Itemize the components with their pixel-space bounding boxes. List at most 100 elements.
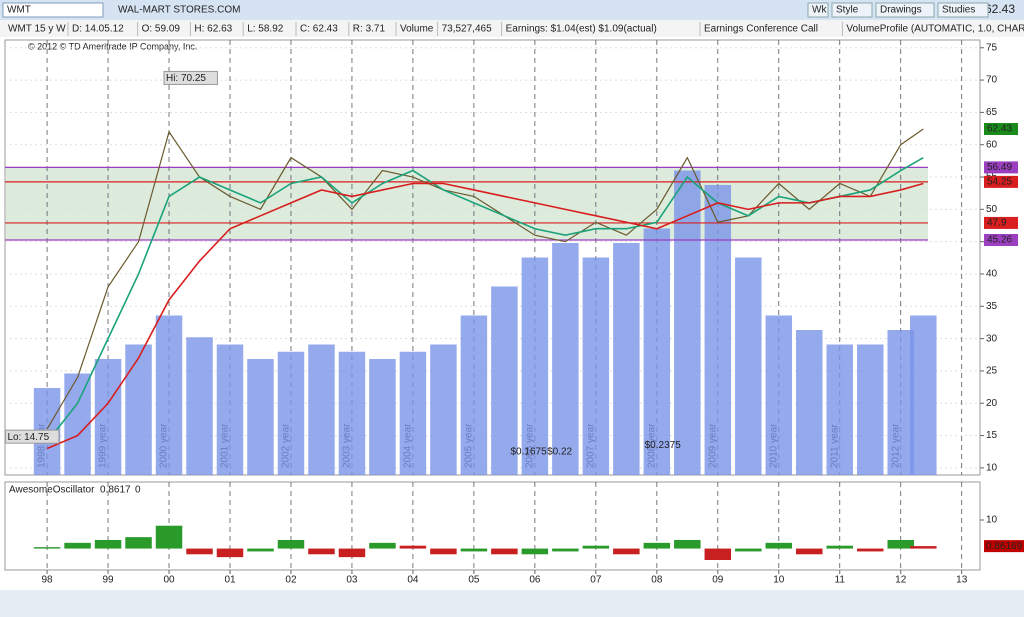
x-tick-label: 01 [224,575,236,586]
y-tick-label: 30 [986,333,998,344]
value-area [6,167,928,240]
annotation: $0.22 [547,446,572,457]
last-label: 62.43 [987,124,1012,135]
info-item: Earnings Conference Call [704,24,818,35]
osc-bar [582,545,610,549]
volume-bar [613,243,640,475]
x-tick-label: 11 [835,575,846,586]
x-tick-label: 08 [651,575,663,586]
info-item: Volume [400,24,434,35]
toolbar-button-label: Studies [942,5,975,16]
x-tick-label: 12 [895,575,907,586]
osc-bar [277,540,305,549]
info-item: VolumeProfile (AUTOMATIC, 1.0, CHART, 1,… [846,24,1024,35]
toolbar-button[interactable] [831,2,873,18]
info-item: L: 58.92 [247,24,284,35]
osc-bar [155,525,183,549]
osc-bar [186,548,213,555]
volume-bar [704,185,732,475]
osc-bar [247,548,274,552]
osc-bar [216,548,244,558]
osc-bar [430,548,457,555]
y-tick-label: 60 [986,139,998,150]
osc-bar [857,548,884,552]
volume-bar [338,351,366,475]
annotation: $0.1675 [510,446,547,457]
annotation: $0.2375 [645,440,682,451]
y-tick-label: 10 [986,515,998,526]
y-tick-label: 65 [986,107,998,118]
volume-bar [247,359,274,475]
y-tick-label: 75 [986,42,998,53]
volume-bar [94,359,122,475]
x-tick-label: 07 [590,575,602,586]
annotation: Hi: 70.25 [166,73,206,84]
symbol-box[interactable] [2,2,104,18]
volume-bar [216,344,244,475]
x-tick-label: 03 [346,575,358,586]
last-price: 62.43 [985,2,1015,16]
y-tick-label: 15 [986,430,998,441]
info-item: R: 3.71 [353,24,386,35]
volume-bar [125,344,152,475]
level-tag [984,216,1018,229]
osc-bar [491,548,518,555]
info-item: O: 59.09 [142,24,181,35]
osc-bar [399,545,427,549]
x-tick-label: 99 [102,575,114,586]
x-tick-label: 04 [407,575,419,586]
last-tag [984,123,1018,136]
info-bar [0,20,1024,37]
scrollbar[interactable] [0,590,1024,617]
osc-bar [308,548,335,555]
price-line [46,128,924,430]
y-tick-label: 70 [986,75,998,86]
level-label: 54.25 [987,177,1012,188]
symbol: WMT [7,5,31,16]
osc-bar [796,548,823,555]
toolbar-button[interactable] [937,2,989,18]
x-tick-label: 98 [42,575,54,586]
osc-bar [643,542,671,549]
toolbar-button[interactable] [807,2,829,18]
x-tick-label: 06 [529,575,541,586]
volume-bar [643,228,671,475]
toolbar-button[interactable] [875,2,935,18]
osc-bar [64,542,91,549]
volume-bar [674,170,701,475]
info-item: C: 62.43 [300,24,338,35]
y-tick-label: 10 [986,463,998,474]
volume-bar [826,344,853,475]
volume-bar [765,315,793,475]
osc-bar [521,548,549,555]
volume-bar [308,344,335,475]
volume-bar [186,337,213,475]
volume-bar [887,330,914,475]
price-line [46,182,924,450]
toolbar-button-label: Style [836,5,859,16]
info-item: WMT 15 y W [8,24,66,35]
volume-bar [460,315,488,475]
level-label: 45.26 [987,235,1012,246]
osc-bar [826,545,853,549]
x-tick-label: 10 [773,575,785,586]
annotation-box [163,70,218,85]
volume-bar [430,344,457,475]
osc-bar [552,548,579,552]
x-tick-label: 05 [468,575,480,586]
osc-bar [94,540,122,549]
osc-bar [910,546,937,549]
volume-bar [910,315,937,475]
osc-bar [613,548,640,555]
level-label: 47.9 [987,218,1007,229]
x-tick-label: 00 [163,575,175,586]
osc-bar [765,542,793,549]
osc-bar [33,547,61,549]
level-tag [984,233,1018,246]
toolbar-button-label: Drawings [880,5,922,16]
company: WAL-MART STORES.COM [118,5,240,16]
toolbar [0,0,1024,20]
osc-bar [338,548,366,558]
y-tick-label: 20 [986,398,998,409]
